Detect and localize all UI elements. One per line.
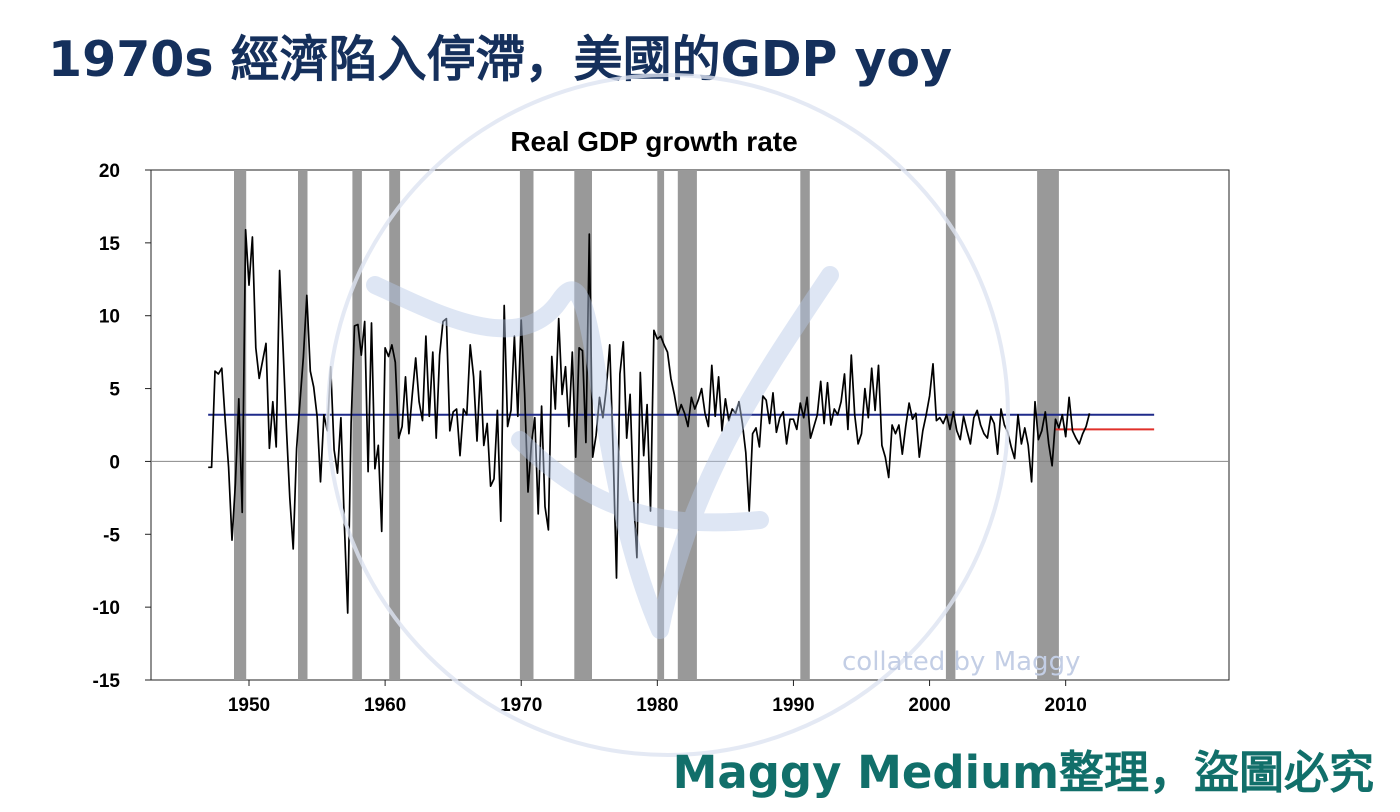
recession-band [298,170,308,680]
y-tick-label: 15 [99,234,121,255]
x-tick-label: 1990 [772,695,814,716]
x-tick-label: 1980 [636,695,678,716]
y-tick-label: 10 [99,307,120,328]
recession-band [800,170,810,680]
x-tick-label: 1970 [500,695,542,716]
x-tick-label: 2000 [908,695,950,716]
x-tick-label: 1960 [364,695,406,716]
x-tick-label: 2010 [1045,695,1087,716]
y-axis: 20 15 10 5 0 -5 -10 -15 [93,161,151,692]
x-tick-label: 1950 [228,695,270,716]
y-tick-label: -15 [93,671,121,692]
y-tick-label: 20 [99,161,120,182]
x-axis: 1950 1960 1970 1980 1990 2000 2010 [228,680,1087,716]
recession-band [352,170,362,680]
recession-band [657,170,665,680]
y-tick-label: -10 [93,598,120,619]
recession-band [1037,170,1059,680]
footer-credit: Maggy Medium整理，盜圖必究 [672,746,1374,799]
y-tick-label: 0 [109,452,120,473]
y-tick-label: 5 [109,380,120,401]
y-tick-label: -5 [103,525,120,546]
chart-title: Real GDP growth rate [510,126,797,157]
recession-band [519,170,534,680]
